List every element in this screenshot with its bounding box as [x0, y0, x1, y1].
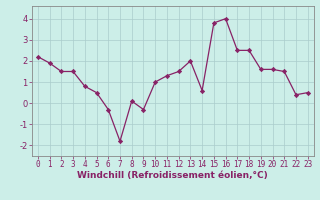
X-axis label: Windchill (Refroidissement éolien,°C): Windchill (Refroidissement éolien,°C): [77, 171, 268, 180]
